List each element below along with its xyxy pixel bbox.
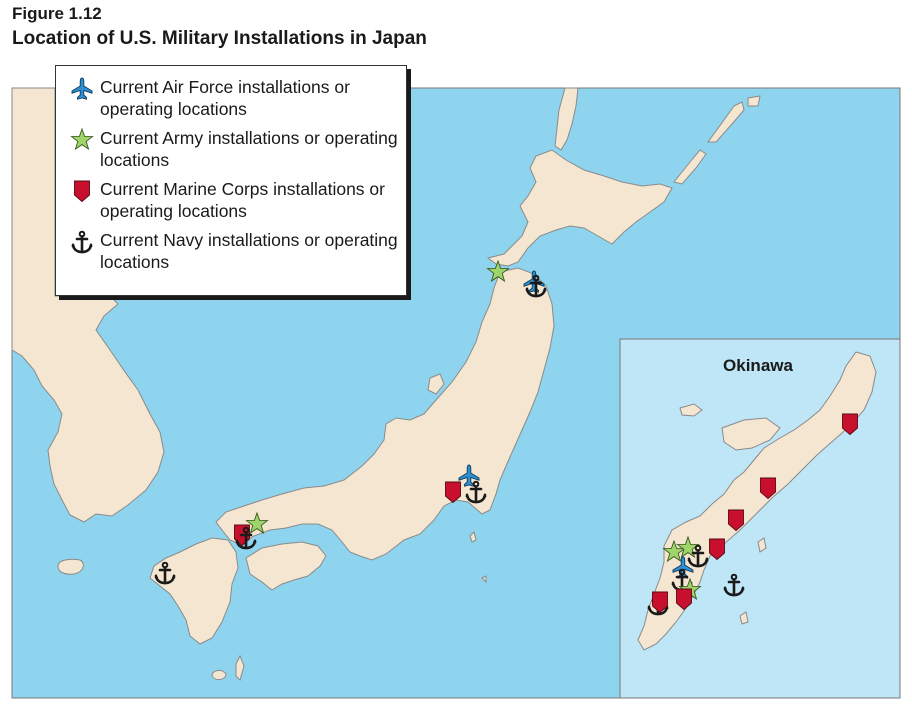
legend-item-air-force: Current Air Force installations or opera… [70, 76, 398, 120]
legend-label-marine-corps: Current Marine Corps installations or op… [100, 179, 385, 221]
land-asia [11, 87, 165, 523]
legend-item-navy: Current Navy installations or operating … [70, 229, 398, 273]
land-okinawa [637, 351, 877, 651]
legend-item-marine-corps: Current Marine Corps installations or op… [70, 178, 398, 222]
land-island-yakushima [211, 669, 227, 681]
shield-icon [74, 180, 90, 203]
land-okinawa-islet-1 [757, 537, 767, 553]
land-island-izu-1 [469, 531, 477, 543]
star-icon [70, 128, 94, 151]
land-hokkaido [486, 149, 673, 267]
land-honshu [215, 267, 555, 561]
land-sado [427, 373, 445, 395]
legend-label-navy: Current Navy installations or operating … [100, 230, 398, 272]
land-okinawa-peninsula [721, 417, 781, 451]
figure-title: Location of U.S. Military Installations … [12, 28, 427, 49]
land-okinawa-islet-2 [739, 611, 749, 625]
land-kyushu [149, 537, 239, 645]
land-shikoku [245, 541, 327, 591]
land-island-tanegashima [235, 654, 245, 681]
legend-item-army: Current Army installations or operating … [70, 127, 398, 171]
land-sakhalin [554, 87, 579, 151]
land-kuril-2 [707, 101, 745, 143]
land-jeju [57, 558, 84, 575]
legend-label-army: Current Army installations or operating … [100, 128, 398, 170]
map-legend: Current Air Force installations or opera… [55, 65, 407, 296]
airplane-icon [71, 77, 93, 100]
land-island-izu-2 [481, 575, 487, 584]
inset-title-okinawa: Okinawa [723, 356, 793, 375]
land-kuril-3 [747, 95, 761, 107]
legend-label-air-force: Current Air Force installations or opera… [100, 77, 350, 119]
anchor-icon [71, 230, 93, 254]
land-ie-island [679, 403, 703, 417]
figure-label: Figure 1.12 [12, 4, 102, 23]
land-kuril-1 [673, 149, 707, 185]
